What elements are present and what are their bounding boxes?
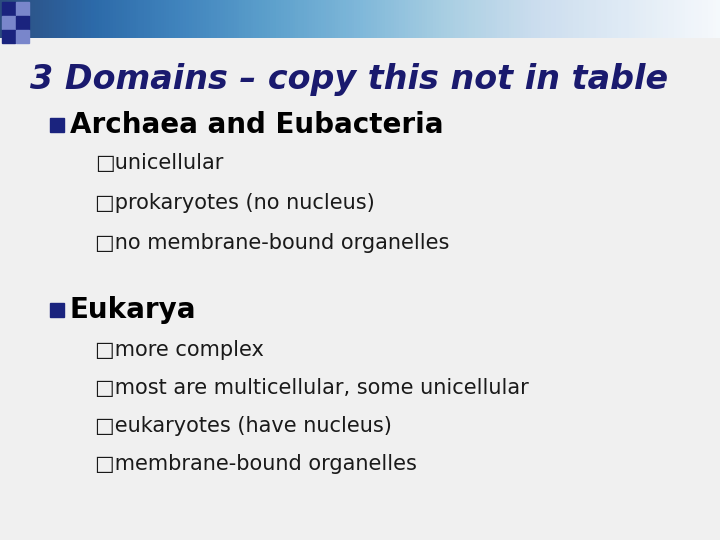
Bar xyxy=(16,16,29,29)
Text: □no membrane-bound organelles: □no membrane-bound organelles xyxy=(95,233,449,253)
Text: □eukaryotes (have nucleus): □eukaryotes (have nucleus) xyxy=(95,416,392,436)
Bar xyxy=(2,30,15,43)
Text: □unicellular: □unicellular xyxy=(95,153,223,173)
Text: Archaea and Eubacteria: Archaea and Eubacteria xyxy=(70,111,444,139)
Bar xyxy=(2,2,15,15)
Bar xyxy=(50,118,64,132)
Bar xyxy=(50,303,64,317)
Text: 3 Domains – copy this not in table: 3 Domains – copy this not in table xyxy=(30,64,668,97)
Text: □prokaryotes (no nucleus): □prokaryotes (no nucleus) xyxy=(95,193,374,213)
Bar xyxy=(16,2,29,15)
Text: Eukarya: Eukarya xyxy=(70,296,197,324)
Bar xyxy=(2,16,15,29)
Text: □most are multicellular, some unicellular: □most are multicellular, some unicellula… xyxy=(95,378,528,398)
Text: □membrane-bound organelles: □membrane-bound organelles xyxy=(95,454,417,474)
Bar xyxy=(16,30,29,43)
Text: □more complex: □more complex xyxy=(95,340,264,360)
